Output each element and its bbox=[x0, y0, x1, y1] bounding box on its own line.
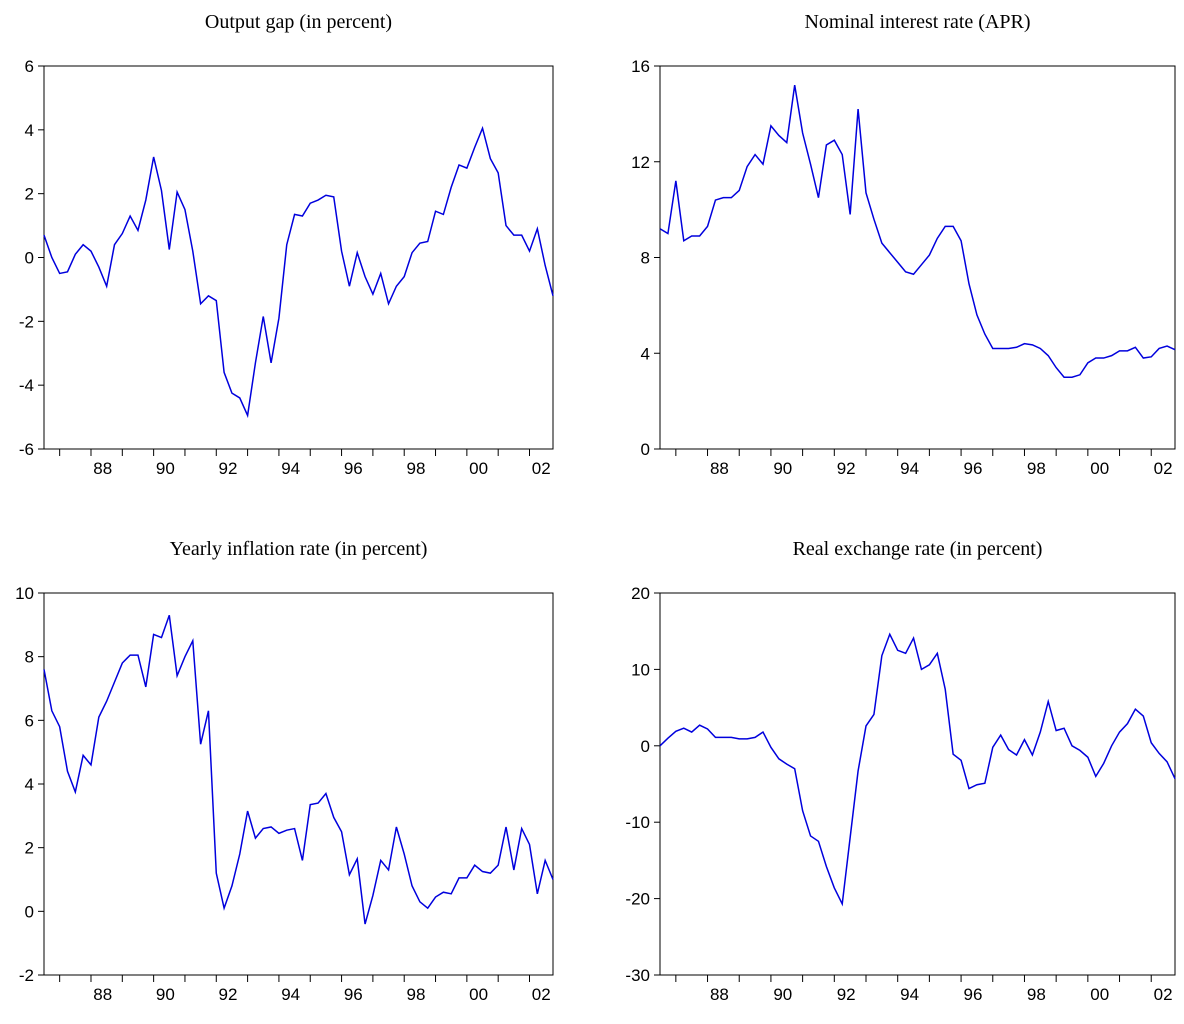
y-tick-label: 10 bbox=[15, 584, 34, 603]
y-tick-label: -4 bbox=[19, 376, 34, 395]
x-tick-label: 96 bbox=[964, 459, 983, 478]
y-tick-label: -6 bbox=[19, 440, 34, 459]
y-tick-label: -2 bbox=[19, 966, 34, 985]
y-tick-label: 16 bbox=[631, 57, 650, 76]
x-tick-label: 00 bbox=[469, 459, 488, 478]
y-tick-label: 0 bbox=[25, 249, 34, 268]
y-tick-label: 8 bbox=[641, 249, 650, 268]
y-tick-label: 20 bbox=[631, 584, 650, 603]
y-tick-label: 12 bbox=[631, 153, 650, 172]
x-tick-label: 94 bbox=[281, 985, 300, 1004]
x-tick-label: 90 bbox=[773, 985, 792, 1004]
line-series bbox=[659, 85, 1176, 378]
x-tick-label: 94 bbox=[900, 985, 919, 1004]
y-tick-label: -10 bbox=[625, 813, 650, 832]
x-tick-label: 96 bbox=[344, 985, 363, 1004]
plot-frame bbox=[659, 592, 1176, 976]
x-tick-label: 98 bbox=[1027, 985, 1046, 1004]
chart-title: Real exchange rate (in percent) bbox=[793, 538, 1043, 560]
y-tick-label: 4 bbox=[25, 775, 34, 794]
x-tick-label: 88 bbox=[93, 985, 112, 1004]
x-tick-label: 88 bbox=[93, 459, 112, 478]
x-tick-label: 92 bbox=[837, 985, 856, 1004]
x-tick-label: 02 bbox=[1154, 459, 1173, 478]
y-tick-label: 2 bbox=[25, 185, 34, 204]
x-tick-label: 88 bbox=[710, 985, 729, 1004]
x-tick-label: 98 bbox=[407, 985, 426, 1004]
y-tick-label: -30 bbox=[625, 966, 650, 985]
chart-title: Yearly inflation rate (in percent) bbox=[170, 538, 428, 560]
y-tick-label: 10 bbox=[631, 660, 650, 679]
plot-frame bbox=[43, 65, 554, 450]
x-tick-label: 02 bbox=[532, 985, 551, 1004]
x-tick-label: 92 bbox=[219, 985, 238, 1004]
y-tick-label: -20 bbox=[625, 890, 650, 909]
y-tick-label: 6 bbox=[25, 711, 34, 730]
x-tick-label: 88 bbox=[710, 459, 729, 478]
x-tick-label: 98 bbox=[1027, 459, 1046, 478]
chart-title: Output gap (in percent) bbox=[205, 11, 392, 33]
x-tick-label: 92 bbox=[837, 459, 856, 478]
x-tick-label: 90 bbox=[156, 985, 175, 1004]
y-tick-label: 0 bbox=[25, 902, 34, 921]
y-tick-label: 0 bbox=[641, 440, 650, 459]
x-tick-label: 96 bbox=[344, 459, 363, 478]
x-tick-label: 02 bbox=[532, 459, 551, 478]
x-tick-label: 00 bbox=[1090, 459, 1109, 478]
x-tick-label: 90 bbox=[156, 459, 175, 478]
x-tick-label: 98 bbox=[407, 459, 426, 478]
x-tick-label: 90 bbox=[773, 459, 792, 478]
line-series bbox=[659, 632, 1176, 907]
x-tick-label: 00 bbox=[1090, 985, 1109, 1004]
x-tick-label: 94 bbox=[281, 459, 300, 478]
x-tick-label: 96 bbox=[964, 985, 983, 1004]
y-tick-label: 2 bbox=[25, 839, 34, 858]
y-tick-label: -2 bbox=[19, 312, 34, 331]
plot-frame bbox=[659, 65, 1176, 450]
y-tick-label: 0 bbox=[641, 737, 650, 756]
x-tick-label: 02 bbox=[1154, 985, 1173, 1004]
line-series bbox=[43, 125, 554, 419]
y-tick-label: 4 bbox=[641, 344, 650, 363]
plot-frame bbox=[43, 592, 554, 976]
x-tick-label: 94 bbox=[900, 459, 919, 478]
line-series bbox=[43, 615, 554, 925]
y-tick-label: 8 bbox=[25, 648, 34, 667]
chart-title: Nominal interest rate (APR) bbox=[804, 11, 1030, 33]
y-tick-label: 6 bbox=[25, 57, 34, 76]
x-tick-label: 92 bbox=[219, 459, 238, 478]
y-tick-label: 4 bbox=[25, 121, 34, 140]
x-tick-label: 00 bbox=[469, 985, 488, 1004]
